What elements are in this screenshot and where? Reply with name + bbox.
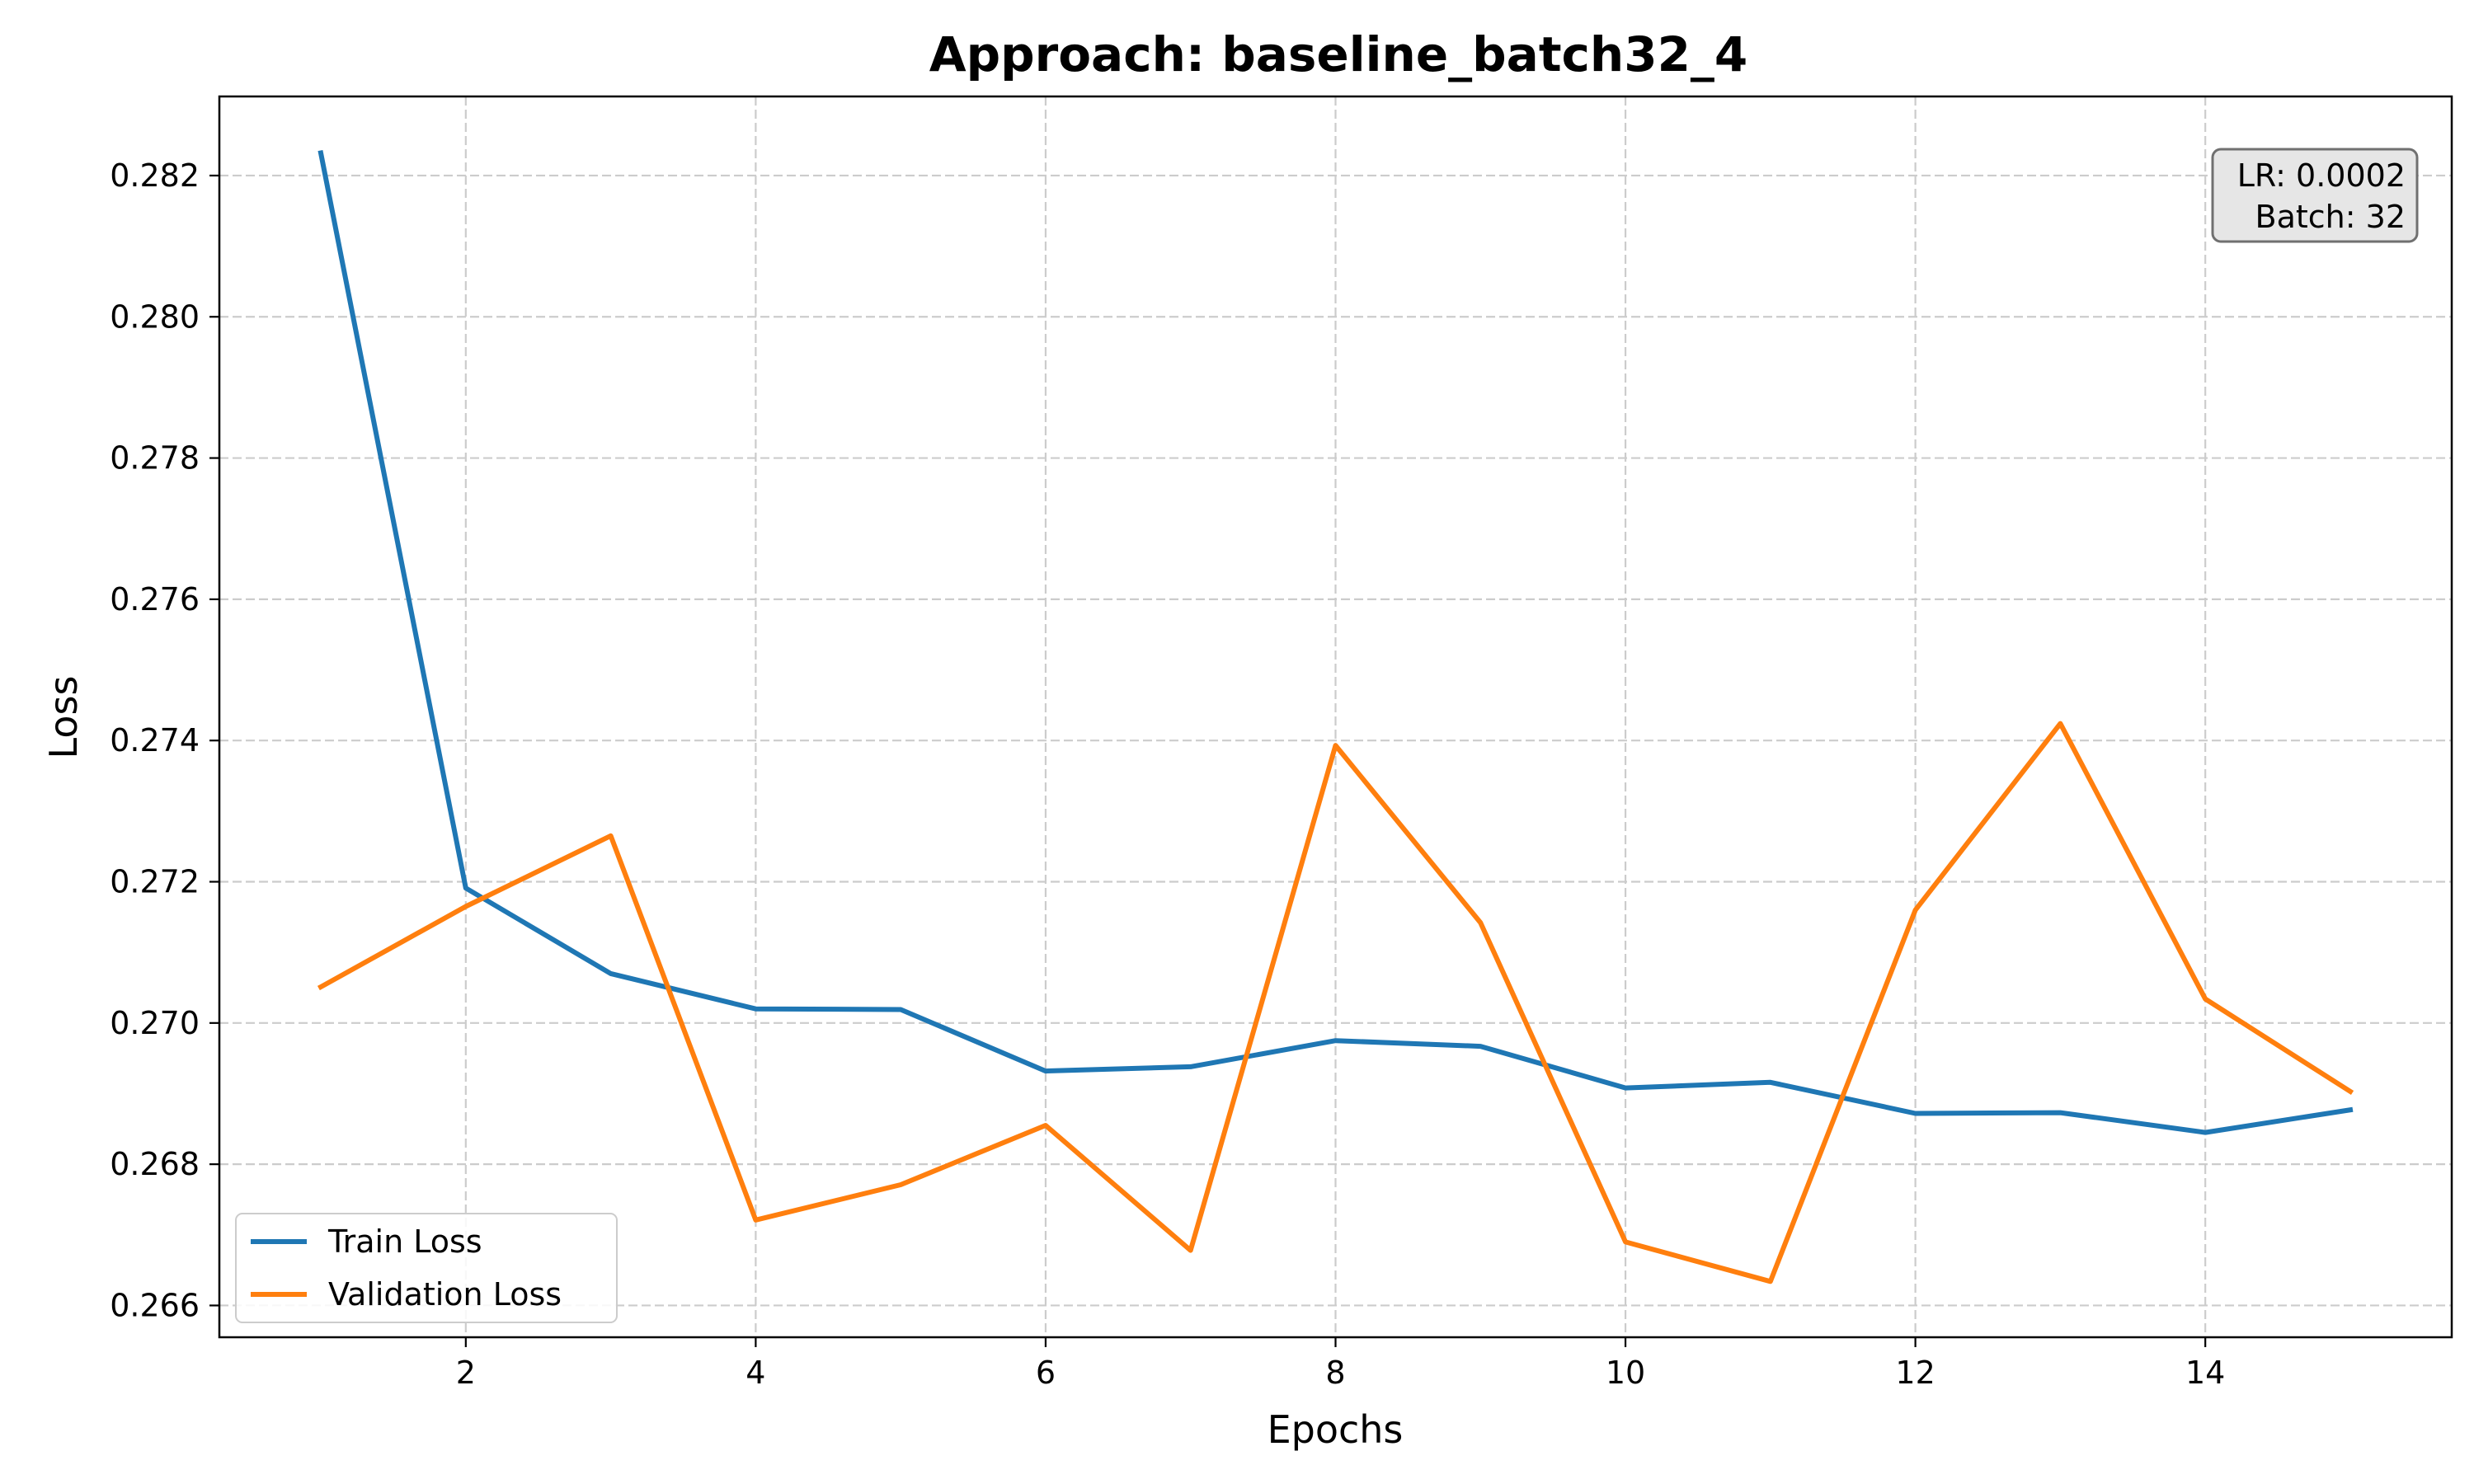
y-tick-label: 0.270 (110, 1005, 200, 1041)
batch-size-text: Batch: 32 (2255, 199, 2406, 235)
x-tick-label: 8 (1325, 1355, 1345, 1391)
hyperparameter-box: LR: 0.0002 Batch: 32 (2211, 148, 2419, 243)
legend: Train Loss Validation Loss (235, 1213, 618, 1323)
y-tick-label: 0.274 (110, 722, 200, 758)
info-box-background (2211, 148, 2419, 243)
y-tick-label: 0.268 (110, 1146, 200, 1182)
x-tick-label: 4 (745, 1355, 765, 1391)
y-tick-label: 0.276 (110, 581, 200, 618)
y-tick-label: 0.282 (110, 157, 200, 194)
learning-rate-text: LR: 0.0002 (2237, 157, 2406, 194)
legend-box (235, 1213, 618, 1323)
x-tick-label: 10 (1606, 1355, 1645, 1391)
y-axis-label: Loss (41, 676, 86, 759)
grid (219, 96, 2452, 1337)
train-loss-line (317, 149, 2354, 1135)
y-tick-label: 0.280 (110, 298, 200, 335)
series-layer (317, 149, 2354, 1284)
x-tick-label: 12 (1895, 1355, 1935, 1391)
y-tick-label: 0.278 (110, 440, 200, 477)
x-axis-label: Epochs (1268, 1407, 1404, 1452)
chart-title: Approach: baseline_batch32_4 (929, 26, 1748, 82)
validation-loss-line (317, 721, 2354, 1284)
y-tick-label: 0.272 (110, 864, 200, 900)
legend-label: Validation Loss (328, 1276, 562, 1313)
legend-label: Train Loss (327, 1223, 482, 1260)
x-tick-label: 14 (2185, 1355, 2225, 1391)
ticks: 2 4 6 8 10 12 14 0.266 0.268 0.270 0.272 0.274 0.276… (110, 157, 2225, 1391)
y-tick-label: 0.266 (110, 1287, 200, 1323)
x-tick-label: 2 (456, 1355, 476, 1391)
x-tick-label: 6 (1036, 1355, 1056, 1391)
